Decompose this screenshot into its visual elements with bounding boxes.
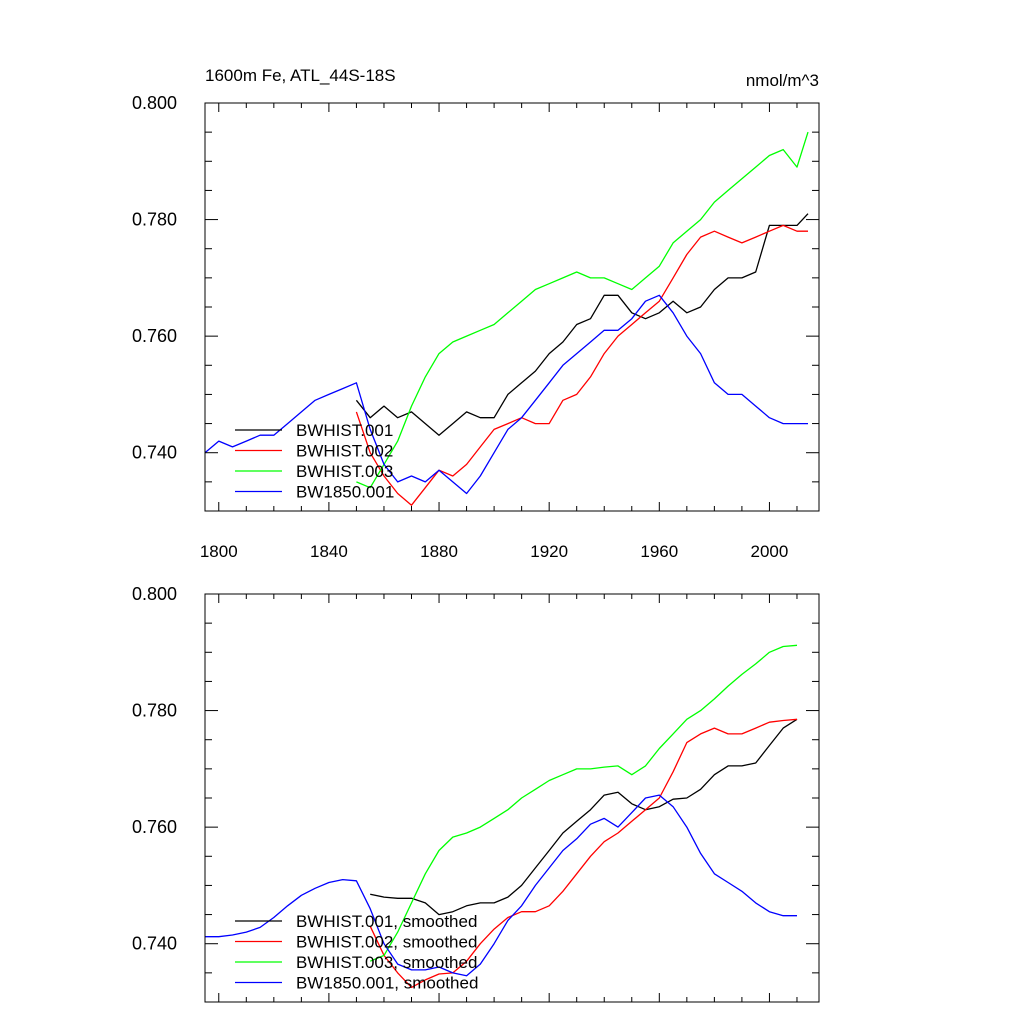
series-line-1 [355, 213, 809, 436]
series-line-2 [355, 224, 808, 506]
x-tick-label: 1920 [530, 542, 568, 561]
x-tick-label: 1880 [420, 542, 458, 561]
y-tick-label: 0.760 [132, 817, 177, 837]
axis-ticks: 0.740 0.760 0.780 0.800 [132, 584, 819, 1002]
series-line-2 [369, 718, 798, 989]
x-tick-label: 1840 [310, 542, 348, 561]
x-tick-label: 1800 [200, 542, 238, 561]
bottom-panel: 0.740 0.760 0.780 0.800 BWHIST.001, smoothe… [132, 584, 820, 1003]
y-tick-label: 0.800 [132, 93, 177, 113]
top-panel: 1800 1840 1880 1920 1960 2000 0.740 0.760 0.780 0… [132, 66, 820, 561]
legend: BWHIST.001, smoothed BWHIST.002, smoothed… [235, 912, 478, 993]
plot-area [205, 131, 809, 506]
legend-label: BW1850.001, smoothed [296, 974, 478, 993]
series-line-1 [370, 718, 798, 916]
series-line-4 [205, 794, 797, 977]
legend-label: BWHIST.003 [296, 462, 393, 481]
series-line-3 [369, 644, 798, 962]
x-tick-label: 2000 [751, 542, 789, 561]
series-line-3 [356, 131, 809, 489]
legend-label: BWHIST.003, smoothed [296, 953, 477, 972]
y-tick-label: 0.780 [132, 210, 177, 230]
chart-title: 1600m Fe, ATL_44S-18S [205, 66, 396, 85]
plot-area [205, 644, 798, 989]
y-tick-label: 0.800 [132, 584, 177, 604]
axis-ticks: 1800 1840 1880 1920 1960 2000 0.740 0.760 0.780 0… [132, 93, 819, 561]
legend-label: BWHIST.002 [296, 442, 393, 461]
legend-label: BWHIST.001, smoothed [296, 912, 477, 931]
series-line-4 [205, 294, 808, 495]
x-tick-label: 1960 [640, 542, 678, 561]
units-label: nmol/m^3 [746, 71, 819, 90]
y-tick-label: 0.780 [132, 701, 177, 721]
legend-label: BWHIST.002, smoothed [296, 933, 477, 952]
legend-label: BW1850.001 [296, 483, 394, 502]
y-tick-label: 0.740 [132, 443, 177, 463]
y-tick-label: 0.760 [132, 326, 177, 346]
legend-label: BWHIST.001 [296, 421, 393, 440]
y-tick-label: 0.740 [132, 934, 177, 954]
